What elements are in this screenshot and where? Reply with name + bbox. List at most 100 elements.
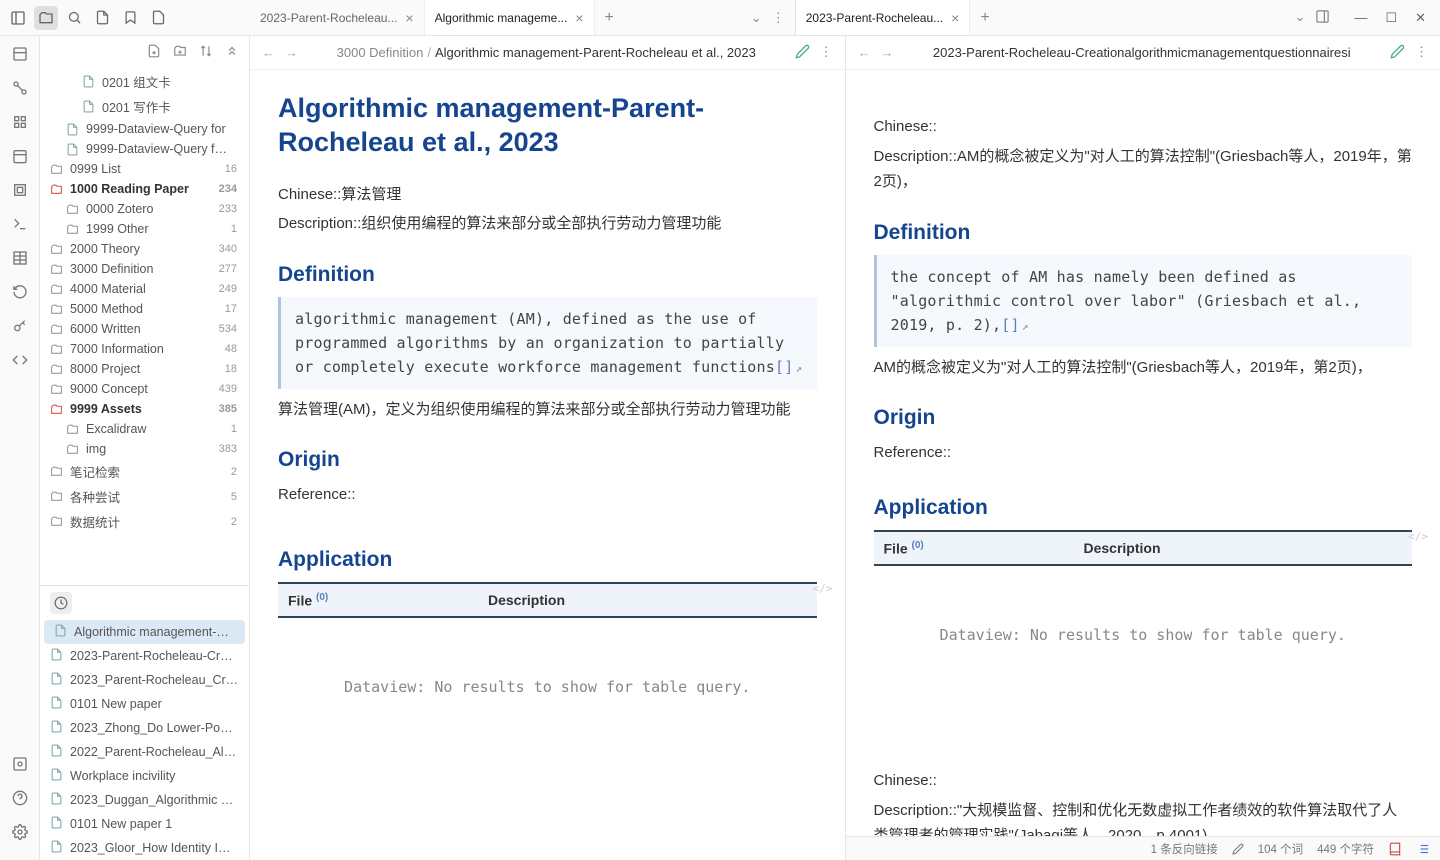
more-icon[interactable]: ⋮ [1415,44,1428,62]
folder-item[interactable]: 9000 Concept439 [40,379,245,399]
nav-forward-icon[interactable]: → [285,45,298,60]
breadcrumb[interactable]: 2023-Parent-Rocheleau-Creationalgorithmi… [904,45,1381,60]
folder-item[interactable]: 0000 Zotero233 [40,199,245,219]
search-icon[interactable] [62,6,86,30]
recent-file-item[interactable]: 2023_Zhong_Do Lower-Power... [40,716,249,740]
recent-file-item[interactable]: 2023-Parent-Rocheleau-Creati... [40,644,249,668]
sidebar-toggle-icon[interactable] [6,6,30,30]
external-link-icon[interactable]: ↗ [1022,320,1029,333]
list-icon[interactable] [1416,842,1430,856]
undo-icon[interactable] [10,282,30,302]
canvas-icon[interactable] [10,112,30,132]
new-tab-icon[interactable]: + [595,9,624,27]
quick-switcher-icon[interactable] [10,44,30,64]
nav-back-icon[interactable]: ← [858,45,871,60]
definition-translation[interactable]: AM的概念被定义为"对人工的算法控制"(Griesbach等人，2019年，第2… [874,355,1413,381]
clock-icon[interactable] [50,592,72,614]
chinese-field[interactable]: Chinese::算法管理 [278,182,817,208]
folder-item[interactable]: 6000 Written534 [40,319,245,339]
recent-file-item[interactable]: Workplace incivility [40,764,249,788]
recent-file-item[interactable]: 0101 New paper 1 [40,812,249,836]
maximize-icon[interactable]: ☐ [1385,10,1397,26]
templates-icon[interactable] [10,180,30,200]
edit-mode-icon[interactable] [1390,44,1405,62]
folder-item[interactable]: 5000 Method17 [40,299,245,319]
description-field[interactable]: Description::组织使用编程的算法来部分或全部执行劳动力管理功能 [278,211,817,237]
breadcrumb[interactable]: 3000 Definition/Algorithmic management-P… [308,45,785,60]
daily-note-icon[interactable] [10,146,30,166]
file-item[interactable]: 9999-Dataview-Query for T... [40,139,245,159]
external-link-icon[interactable]: ↗ [795,362,802,375]
file-item[interactable]: 0201 写作卡 [40,94,245,119]
folder-item[interactable]: 各种尝试5 [40,484,245,509]
reference-field[interactable]: Reference:: [874,440,1413,466]
nav-forward-icon[interactable]: → [881,45,894,60]
key-icon[interactable] [10,316,30,336]
new-note-icon[interactable] [90,6,114,30]
reference-link[interactable]: [] [1001,316,1019,334]
command-icon[interactable] [10,214,30,234]
edit-mode-icon[interactable] [795,44,810,62]
file-item[interactable]: 0201 组文卡 [40,69,245,94]
graph-icon[interactable] [10,78,30,98]
recent-file-item[interactable]: 2023_Gloor_How Identity Imp... [40,836,249,860]
recent-file-item[interactable]: 0101 New paper [40,692,249,716]
edit-status-icon[interactable] [1232,843,1244,855]
table-icon[interactable] [10,248,30,268]
help-icon[interactable] [10,788,30,808]
folder-item[interactable]: 3000 Definition277 [40,259,245,279]
recent-file-item[interactable]: Algorithmic management-Par... [44,620,245,644]
collapse-icon[interactable] [225,44,239,61]
reference-link[interactable]: [] [775,358,793,376]
new-note-icon[interactable] [147,44,161,61]
folder-item[interactable]: 9999 Assets385 [40,399,245,419]
chinese-field[interactable]: Chinese:: [874,114,1413,140]
folder-item[interactable]: 1000 Reading Paper234 [40,179,245,199]
book-icon[interactable] [1388,842,1402,856]
files-icon[interactable] [34,6,58,30]
folder-item[interactable]: 2000 Theory340 [40,239,245,259]
settings-icon[interactable] [10,822,30,842]
folder-item[interactable]: 4000 Material249 [40,279,245,299]
chevron-down-icon[interactable]: ⌄ [751,10,762,26]
folder-item[interactable]: Excalidraw1 [40,419,245,439]
tree-label: 9999-Dataview-Query for T... [86,142,233,156]
new-tab-icon[interactable]: + [970,9,999,27]
folder-item[interactable]: 0999 List16 [40,159,245,179]
bookmark-icon[interactable] [118,6,142,30]
close-icon[interactable]: × [575,10,583,26]
sort-icon[interactable] [199,44,213,61]
minimize-icon[interactable]: — [1354,10,1367,26]
close-window-icon[interactable]: ✕ [1415,10,1426,26]
recent-file-item[interactable]: 2023_Parent-Rocheleau_Creati... [40,668,249,692]
tab-item[interactable]: Algorithmic manageme...× [425,0,595,35]
tab-item[interactable]: 2023-Parent-Rocheleau...× [250,0,425,35]
chinese-field[interactable]: Chinese:: [874,768,1413,794]
description-field[interactable]: Description::AM的概念被定义为"对人工的算法控制"(Griesba… [874,144,1413,195]
more-icon[interactable]: ⋮ [772,10,785,26]
tab-item[interactable]: 2023-Parent-Rocheleau...× [796,0,971,35]
recent-file-item[interactable]: 2023_Duggan_Algorithmic sp... [40,788,249,812]
note-icon[interactable] [146,6,170,30]
reference-field[interactable]: Reference:: [278,482,817,508]
folder-item[interactable]: 7000 Information48 [40,339,245,359]
folder-item[interactable]: 1999 Other1 [40,219,245,239]
code-icon[interactable] [10,350,30,370]
chevron-down-icon[interactable]: ⌄ [1295,9,1306,27]
close-icon[interactable]: × [951,10,959,26]
vault-icon[interactable] [10,754,30,774]
close-icon[interactable]: × [405,10,413,26]
folder-item[interactable]: 笔记检索2 [40,459,245,484]
right-sidebar-toggle-icon[interactable] [1315,9,1330,27]
nav-back-icon[interactable]: ← [262,45,275,60]
more-icon[interactable]: ⋮ [820,44,833,62]
folder-item[interactable]: 数据统计2 [40,509,245,534]
recent-file-item[interactable]: 2022_Parent-Rocheleau_Algori... [40,740,249,764]
folder-item[interactable]: 8000 Project18 [40,359,245,379]
description-field[interactable]: Description::"大规模监督、控制和优化无数虚拟工作者绩效的软件算法取… [874,798,1413,836]
backlinks-status[interactable]: 1 条反向链接 [1151,841,1218,857]
folder-item[interactable]: img383 [40,439,245,459]
file-item[interactable]: 9999-Dataview-Query for [40,119,245,139]
definition-translation[interactable]: 算法管理(AM)，定义为组织使用编程的算法来部分或全部执行劳动力管理功能 [278,397,817,423]
new-folder-icon[interactable] [173,44,187,61]
